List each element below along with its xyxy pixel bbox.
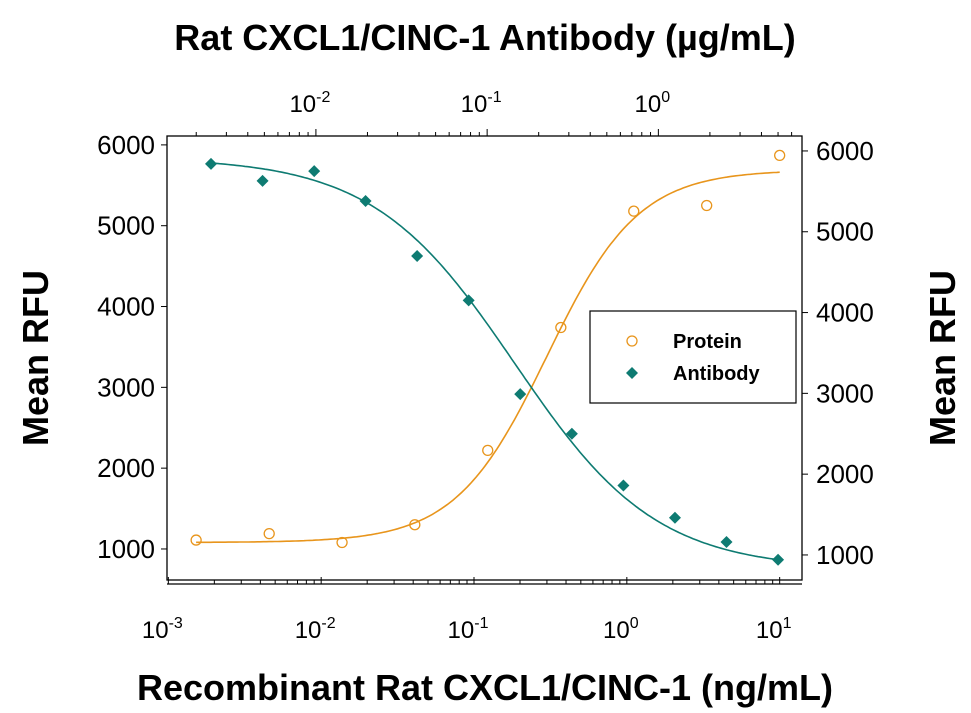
antibody-data-point — [205, 157, 218, 170]
antibody-data-point — [772, 553, 785, 566]
antibody-data-point — [720, 536, 733, 549]
y2-axis-tick-label: 6000 — [816, 136, 874, 166]
legend-protein-label: Protein — [673, 331, 742, 353]
antibody-data-point — [308, 165, 321, 178]
legend-antibody-marker — [626, 367, 638, 379]
y-axis-tick-label: 2000 — [97, 453, 155, 483]
x2-axis-tick-label: 10-1 — [461, 89, 502, 118]
antibody-data-point — [411, 249, 424, 262]
antibody-data-point — [668, 511, 681, 524]
protein-data-point — [701, 199, 713, 212]
legend: Protein Antibody — [589, 310, 797, 404]
x-axis-label: Recombinant Rat CXCL1/CINC-1 (ng/mL) — [137, 667, 833, 708]
plot-frame — [166, 135, 803, 581]
y2-axis-tick-label: 4000 — [816, 298, 874, 328]
antibody-data-point — [565, 427, 578, 440]
antibody-data-point — [256, 174, 269, 187]
protein-data-point — [336, 536, 348, 549]
y2-axis-label: Mean RFU — [922, 270, 963, 446]
protein-data-point — [263, 527, 275, 540]
x-axis-tick-label: 100 — [603, 615, 639, 644]
protein-data-point — [482, 444, 494, 457]
x2-axis-tick-label: 10-2 — [289, 89, 330, 118]
y-axis-tick-label: 5000 — [97, 211, 155, 241]
y-axis-tick-label: 6000 — [97, 130, 155, 160]
protein-data-point — [190, 534, 202, 546]
protein-data-point — [628, 205, 640, 217]
y2-axis-tick-label: 3000 — [816, 378, 874, 408]
legend-antibody-label: Antibody — [673, 363, 761, 385]
protein-data-point — [409, 519, 421, 531]
protein-data-point — [774, 149, 786, 162]
legend-protein-marker — [626, 335, 638, 347]
y-axis-label: Mean RFU — [15, 270, 56, 446]
antibody-data-point — [359, 195, 372, 208]
y-axis-tick-label: 3000 — [97, 372, 155, 402]
protein-data-point — [555, 321, 567, 334]
antibody-data-point — [462, 294, 475, 307]
y2-axis-tick-label: 2000 — [816, 459, 874, 489]
y-axis-tick-label: 4000 — [97, 292, 155, 322]
y-axis-tick-label: 1000 — [97, 534, 155, 564]
x-axis-tick-label: 10-3 — [142, 615, 183, 644]
y2-axis-tick-label: 1000 — [816, 540, 874, 570]
y2-axis-tick-label: 5000 — [816, 217, 874, 247]
x-axis-tick-label: 10-2 — [295, 615, 336, 644]
x-axis-tick-label: 101 — [756, 615, 792, 644]
legend-box — [589, 310, 797, 404]
chart-title: Rat CXCL1/CINC-1 Antibody (µg/mL) — [174, 17, 795, 58]
protein-fit-curve — [196, 171, 780, 544]
x2-axis-tick-label: 100 — [635, 89, 671, 118]
antibody-data-point — [617, 479, 630, 492]
antibody-fit-curve — [210, 162, 779, 561]
antibody-data-point — [514, 388, 527, 401]
x-axis-tick-label: 10-1 — [448, 615, 489, 644]
